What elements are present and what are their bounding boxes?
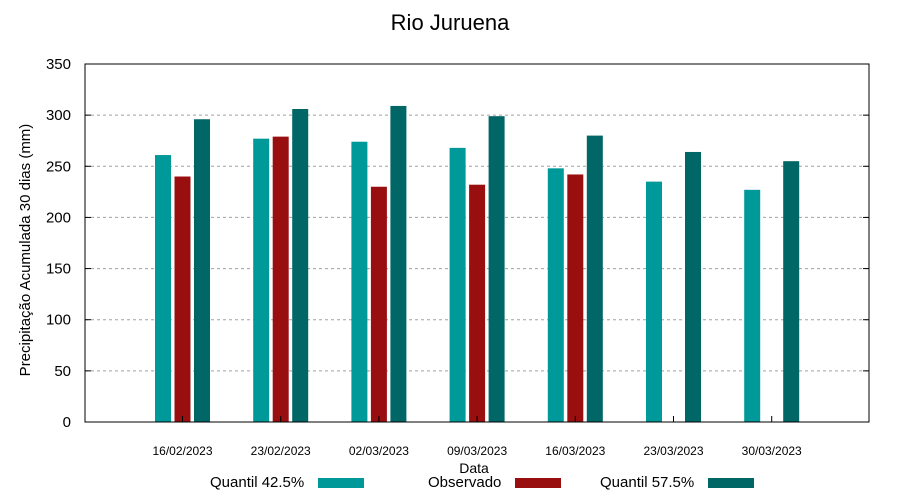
y-tick-label: 200: [46, 209, 71, 226]
y-tick-label: 350: [46, 56, 71, 73]
legend-swatch: [708, 477, 755, 488]
x-tick-label: 30/03/2023: [742, 444, 802, 458]
bar: [292, 109, 309, 423]
x-tick-label: 23/02/2023: [251, 444, 311, 458]
legend-item: Quantil 42.5%: [210, 474, 365, 491]
bar: [390, 105, 407, 423]
x-tick-label: 09/03/2023: [447, 444, 507, 458]
x-tick-label: 16/02/2023: [152, 444, 212, 458]
legend-item: Observado: [428, 474, 562, 491]
legend-item: Quantil 57.5%: [600, 474, 755, 491]
bar: [469, 184, 486, 422]
y-tick-label: 100: [46, 312, 71, 329]
legend-label: Quantil 57.5%: [600, 474, 695, 491]
bar: [567, 174, 584, 422]
bar: [488, 116, 505, 422]
bar: [351, 141, 368, 423]
legend-swatch: [318, 477, 365, 488]
x-tick-label: 02/03/2023: [349, 444, 409, 458]
y-tick-label: 300: [46, 107, 71, 124]
bar: [547, 168, 564, 422]
bar: [370, 186, 387, 422]
bar: [155, 155, 171, 422]
x-axis-label: Data: [459, 460, 489, 476]
bar: [194, 119, 210, 422]
y-tick-label: 150: [46, 261, 71, 278]
y-tick-label: 0: [63, 414, 71, 431]
bar: [272, 136, 289, 422]
x-tick-label: 16/03/2023: [545, 444, 605, 458]
bar: [783, 161, 800, 422]
bar: [586, 135, 603, 422]
bar: [449, 147, 466, 423]
bar: [646, 181, 662, 422]
bar: [174, 176, 191, 422]
y-tick-label: 50: [54, 363, 71, 380]
legend-label: Observado: [428, 474, 502, 491]
bar: [685, 151, 701, 423]
bar: [744, 189, 761, 422]
legend-label: Quantil 42.5%: [210, 474, 305, 491]
y-tick-label: 250: [46, 158, 71, 175]
legend-swatch: [515, 477, 562, 488]
x-tick-label: 23/03/2023: [643, 444, 703, 458]
y-axis-label: Precipitação Acumulada 30 dias (mm): [17, 124, 34, 377]
bar: [253, 138, 270, 422]
chart-title: Rio Juruena: [390, 10, 510, 35]
plot-border: [84, 63, 870, 423]
